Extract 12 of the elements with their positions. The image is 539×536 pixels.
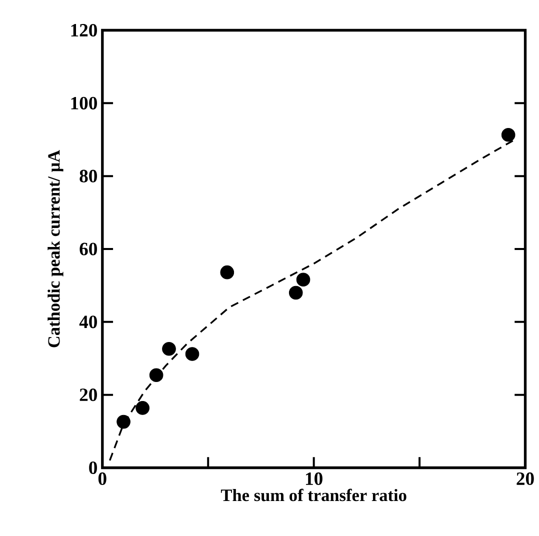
- x-axis-title: The sum of transfer ratio: [220, 489, 406, 502]
- y-tick-label: 80: [80, 170, 97, 183]
- y-tick-label: 100: [71, 97, 97, 110]
- x-tick-label: 20: [516, 472, 534, 486]
- y-tick-label: 20: [80, 388, 97, 402]
- y-tick-label: 0: [89, 462, 97, 474]
- y-tick-label: 40: [79, 316, 97, 328]
- y-axis-title: Cathodic peak current/ μA: [48, 150, 64, 348]
- x-tick-label: 10: [306, 472, 322, 486]
- x-tick-label: 0: [98, 472, 106, 486]
- y-tick-label: 60: [80, 242, 97, 256]
- y-tick-label: 120: [71, 24, 97, 37]
